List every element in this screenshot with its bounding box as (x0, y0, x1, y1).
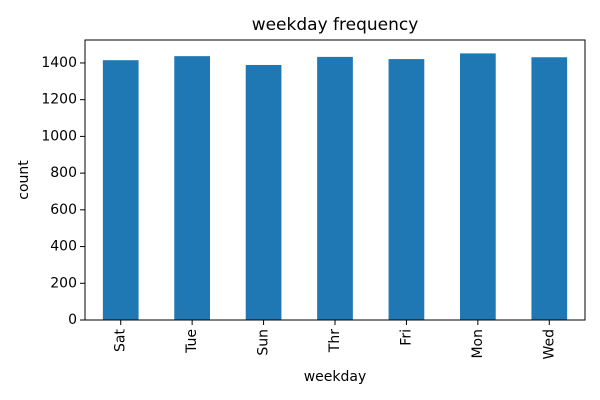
x-tick-label: Sun (256, 329, 272, 356)
y-axis-label: count (16, 160, 32, 200)
y-tick-label: 0 (68, 312, 77, 328)
y-tick-label: 1400 (41, 55, 77, 71)
x-axis-ticks: Sat Tue Sun Thr Fri Mon Wed (113, 320, 557, 360)
x-tick-label: Wed (541, 329, 557, 360)
y-tick-label: 800 (50, 165, 77, 181)
bars-group (102, 53, 568, 321)
x-axis-label: weekday (304, 369, 367, 385)
y-tick-label: 1000 (41, 128, 77, 144)
x-tick-label: Thr (327, 329, 343, 353)
y-tick-label: 200 (50, 275, 77, 291)
bar-sat (102, 60, 139, 321)
x-tick-label: Fri (398, 329, 414, 346)
y-tick-label: 1200 (41, 92, 77, 108)
chart-title: weekday frequency (252, 15, 419, 35)
y-tick-label: 600 (50, 202, 77, 218)
x-tick-label: Tue (184, 329, 200, 354)
bar-mon (460, 53, 496, 320)
bar-thr (317, 56, 353, 320)
plot-frame (84, 39, 586, 321)
y-tick-label: 400 (50, 239, 77, 255)
bar-fri (388, 59, 425, 320)
x-tick-label: Sat (113, 329, 129, 352)
y-axis-ticks: 0 200 400 600 800 1000 1200 1400 (41, 55, 85, 328)
x-tick-label: Mon (470, 329, 486, 359)
bar-wed (531, 57, 568, 320)
bar-sun (245, 64, 282, 320)
bar-tue (174, 56, 210, 320)
